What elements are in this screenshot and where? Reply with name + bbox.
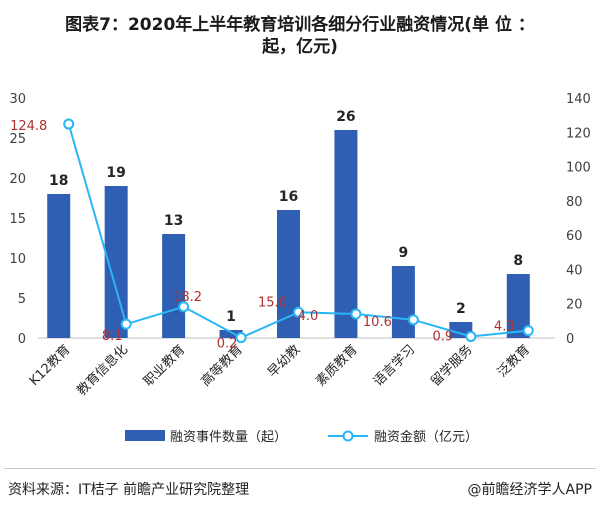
bar [506,274,530,338]
left-tick-label: 0 [18,332,26,347]
left-tick-label: 25 [9,132,26,147]
category-label: 早幼教 [264,342,303,381]
bar [277,210,300,338]
chart-title-line2: 起，亿元) [262,37,338,57]
category-label: 泛教育 [494,342,533,381]
bar [47,194,71,338]
line-value-label: 18.2 [173,290,202,305]
bar [104,186,128,338]
left-tick-label: 20 [9,172,26,187]
category-label: 素质教育 [313,342,361,390]
chart-title-line1: 图表7：2020年上半年教育培训各细分行业融资情况(单 位 ： [65,15,535,35]
line-point [63,118,75,130]
right-tick-label: 0 [566,332,574,347]
category-label: 留学服务 [428,342,476,390]
right-tick-label: 80 [566,195,583,210]
line-point [120,318,132,330]
bar [162,234,186,338]
line-point [407,314,419,326]
left-tick-label: 30 [9,92,26,107]
line-point [465,330,477,342]
bar-value-label: 9 [399,245,409,261]
bar-value-label: 8 [513,253,523,269]
bar-value-label: 13 [164,213,183,229]
bar [391,266,415,338]
bar [219,330,243,338]
category-label: 教育信息化 [74,342,131,399]
line-point [522,325,534,337]
chart-title: 图表7：2020年上半年教育培训各细分行业融资情况(单 位 ： 起，亿元) [0,14,600,58]
legend-bar-swatch [125,430,165,441]
line-value-label: 0.2 [217,337,238,352]
legend-line-marker [342,430,354,442]
combo-chart: 0 5 10 15 20 25 30 0 20 40 60 80 100 120 140 K12教育 教育信… [9,92,591,445]
brand-credit: @前瞻经济学人APP [467,482,592,498]
legend-bar-label: 融资事件数量（起） [170,430,287,445]
line-value-label: 124.8 [10,119,47,134]
line-value-label: 4.3 [494,320,515,335]
line-point [178,301,190,313]
right-tick-label: 40 [566,263,583,278]
right-tick-label: 120 [566,126,591,141]
bar-value-label: 16 [279,189,298,205]
category-label: K12教育 [26,342,73,389]
bar-value-label: 19 [106,165,125,181]
right-tick-label: 100 [566,161,591,176]
right-tick-label: 60 [566,229,583,244]
line-point [350,308,362,320]
category-label: 职业教育 [140,342,188,390]
bar-value-label: 26 [336,109,355,125]
footer: 资料来源：IT桔子 前瞻产业研究院整理 @前瞻经济学人APP [8,479,592,499]
line-value-label: 4.0 [298,309,319,324]
bar-value-label: 1 [226,309,236,325]
left-tick-label: 10 [9,252,26,267]
category-label: 语言学习 [370,342,418,390]
left-tick-label: 5 [18,292,26,307]
footer-divider [4,468,596,469]
legend-line-label: 融资金额（亿元） [374,429,478,445]
right-tick-label: 20 [566,298,583,313]
line-point [293,306,304,318]
line-value-label: 0.9 [432,329,453,344]
bar-value-label: 18 [49,173,68,189]
left-tick-label: 15 [9,212,26,227]
bar [334,130,358,338]
line-value-label: 8.1 [102,329,123,344]
line-value-label: 15.0 [258,295,287,310]
right-tick-label: 140 [566,92,591,107]
line-point [235,332,247,344]
bar-value-label: 2 [456,301,466,317]
line-value-label: 10.6 [363,315,392,330]
source-note: 资料来源：IT桔子 前瞻产业研究院整理 [8,482,250,498]
